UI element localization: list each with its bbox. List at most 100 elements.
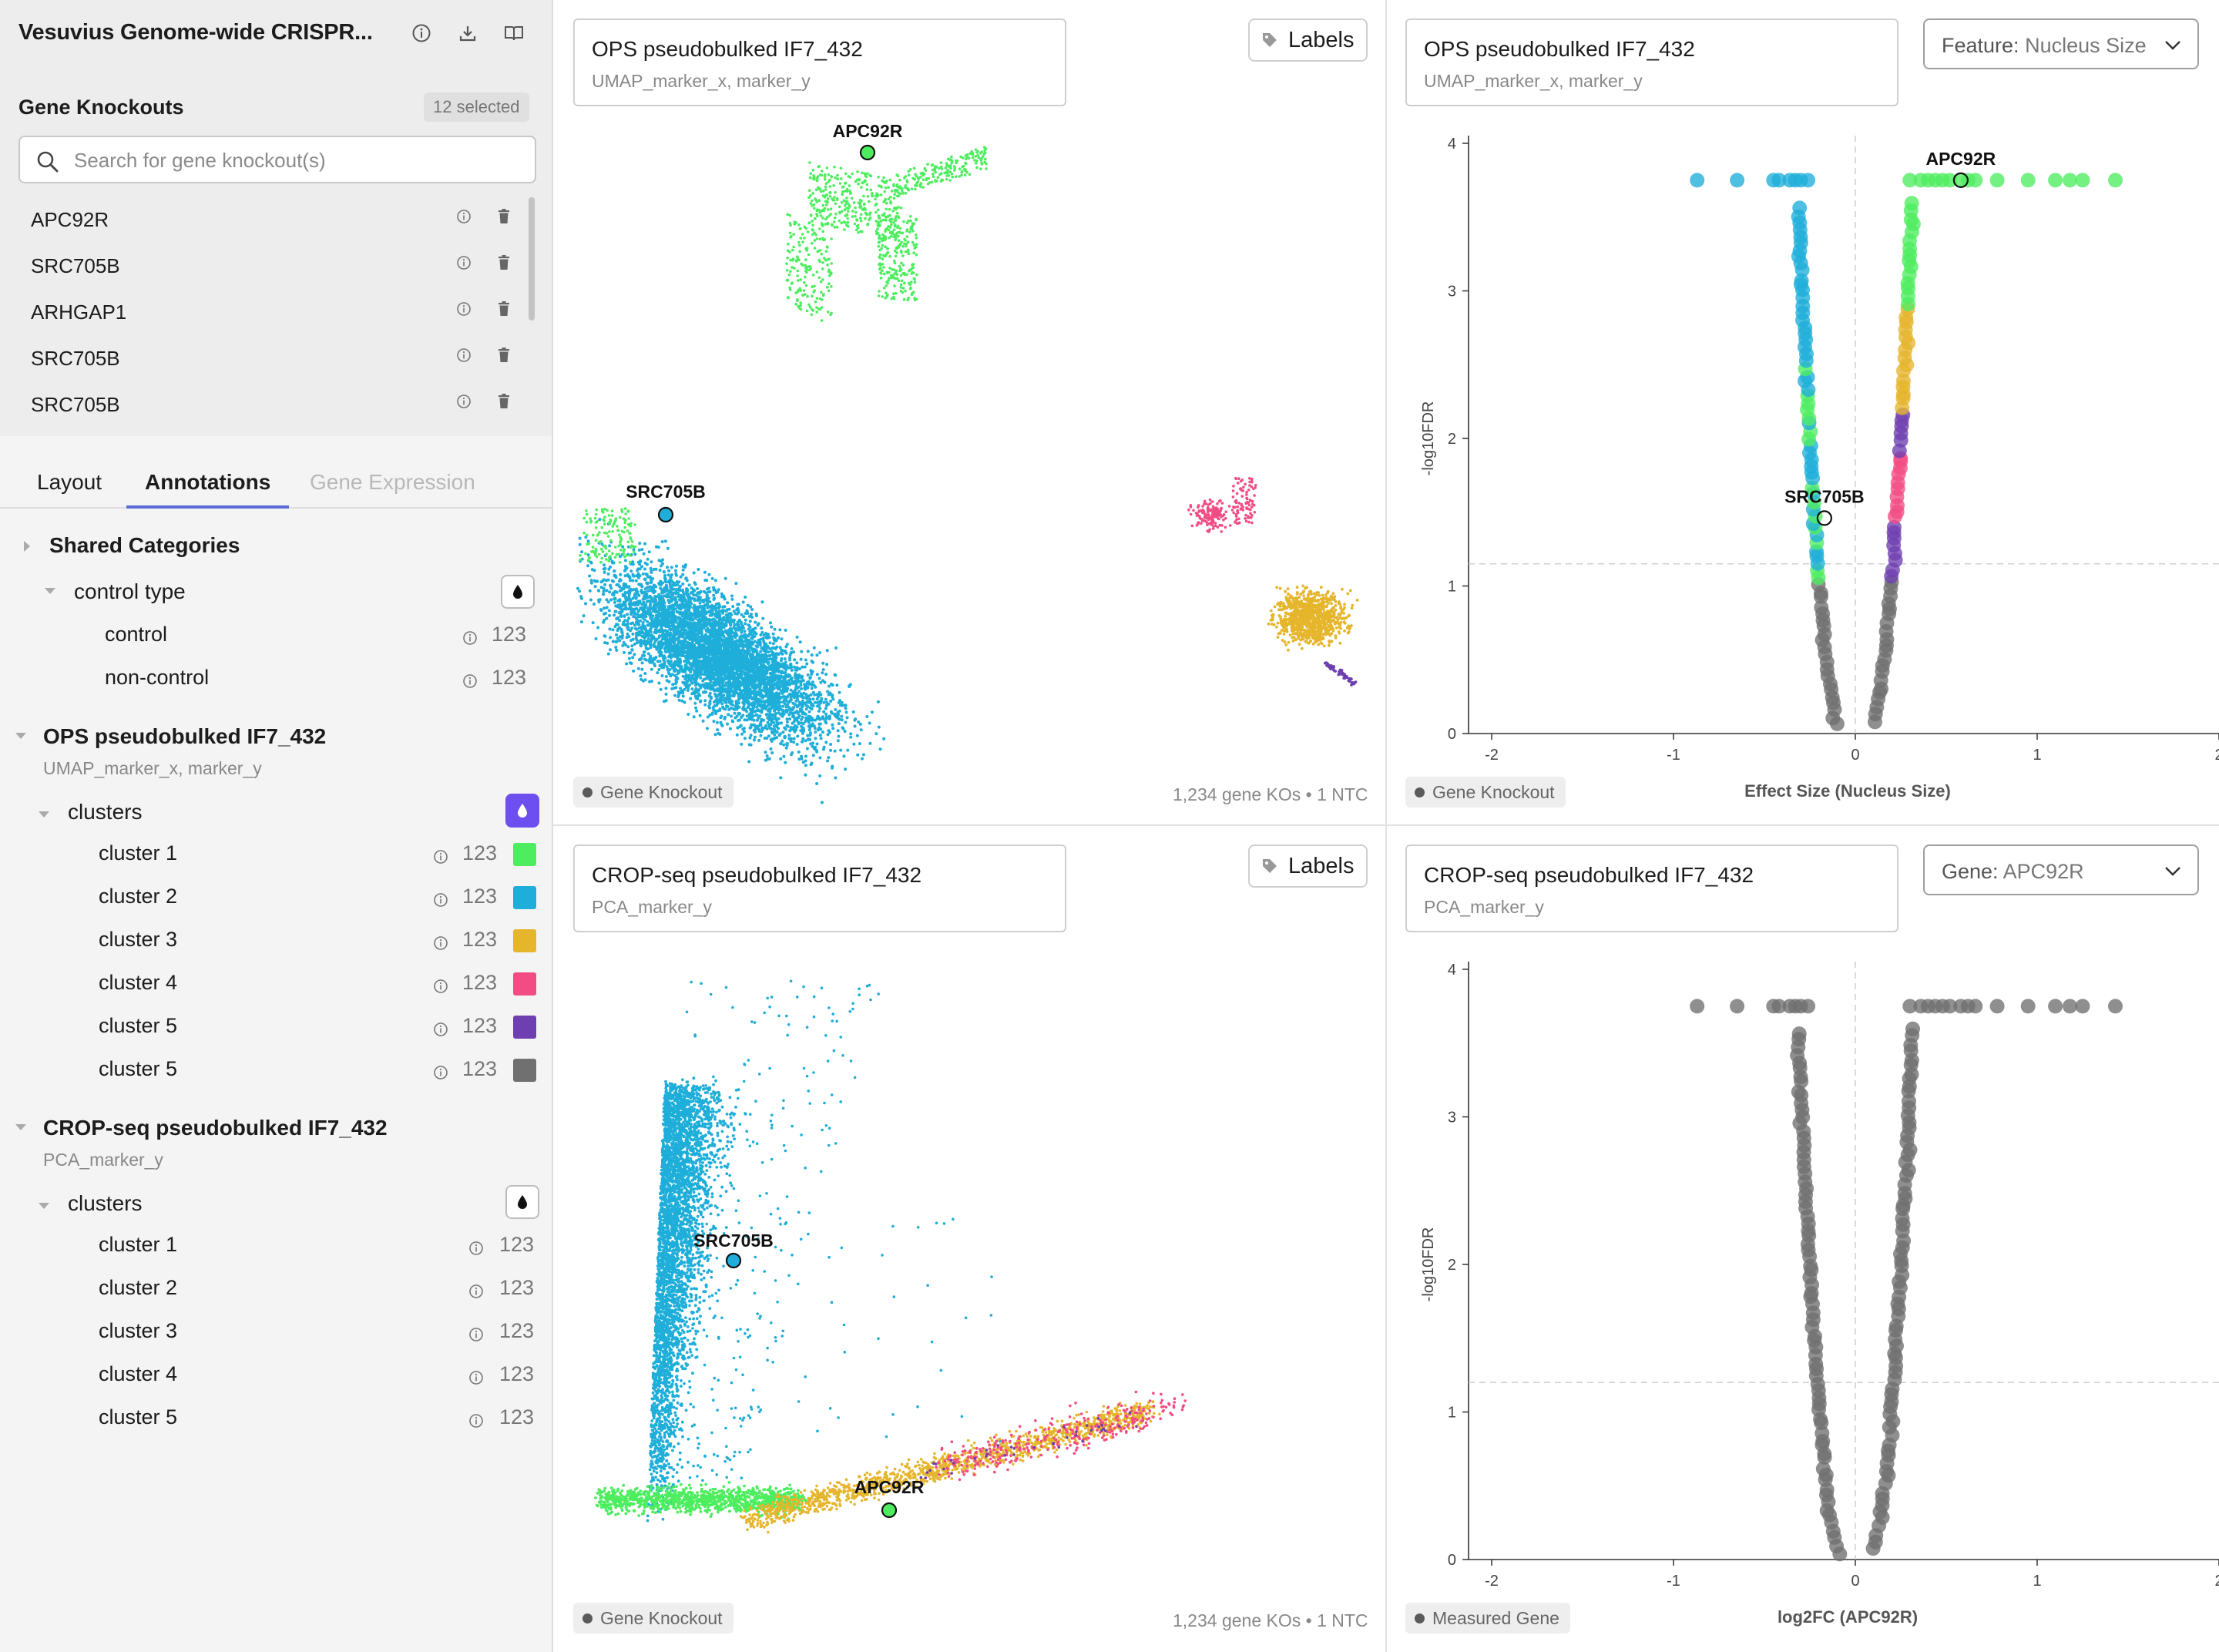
scatter-point xyxy=(900,279,904,283)
info-icon[interactable] xyxy=(433,932,448,956)
info-icon[interactable] xyxy=(456,255,472,274)
search-input[interactable] xyxy=(74,145,521,176)
info-icon[interactable] xyxy=(410,22,433,45)
scatter-point xyxy=(799,683,803,687)
category-row[interactable]: cluster 4 123 xyxy=(0,1362,552,1393)
info-icon[interactable] xyxy=(468,1324,484,1348)
category-label: cluster 1 xyxy=(99,1233,178,1256)
crop-dataset-title[interactable]: CROP-seq pseudobulked IF7_432 xyxy=(43,1116,388,1140)
info-icon[interactable] xyxy=(433,975,448,999)
category-row[interactable]: cluster 5 123 xyxy=(0,1405,552,1436)
knockout-item[interactable]: ARHGAP1 xyxy=(18,288,527,333)
scatter-point xyxy=(752,680,756,684)
knockout-item[interactable]: APC92R xyxy=(18,196,527,240)
category-row[interactable]: cluster 3 123 xyxy=(0,1319,552,1350)
category-count: 123 xyxy=(462,841,498,865)
scatter-point xyxy=(815,176,819,180)
scatter-point xyxy=(716,728,720,732)
category-row[interactable]: cluster 4 123 xyxy=(0,971,552,1002)
category-row[interactable]: cluster 2 123 xyxy=(0,885,552,915)
scatter-point xyxy=(821,267,824,270)
trash-icon[interactable] xyxy=(496,301,512,321)
info-icon[interactable] xyxy=(456,394,472,413)
category-row[interactable]: cluster 5 123 xyxy=(0,1057,552,1088)
info-icon[interactable] xyxy=(456,348,472,367)
info-icon[interactable] xyxy=(433,846,448,870)
tab-layout[interactable]: Layout xyxy=(37,470,102,494)
scatter-point xyxy=(802,280,806,284)
knockout-item[interactable]: SRC705B xyxy=(18,334,527,379)
caret-down-icon[interactable] xyxy=(14,730,28,745)
caret-down-icon[interactable] xyxy=(43,586,57,600)
ops-clusters-label[interactable]: clusters xyxy=(68,800,143,824)
scatter-point xyxy=(955,175,958,178)
category-row[interactable]: non-control 123 xyxy=(0,666,552,697)
scatter-point xyxy=(815,311,818,314)
color-swatch[interactable] xyxy=(513,1059,536,1082)
info-icon[interactable] xyxy=(462,627,478,651)
book-icon[interactable] xyxy=(502,22,525,45)
category-row[interactable]: cluster 1 123 xyxy=(0,1233,552,1264)
knockout-search[interactable] xyxy=(18,136,536,183)
trash-icon[interactable] xyxy=(496,254,512,275)
scatter-point xyxy=(796,269,799,273)
knockout-item[interactable]: SRC705B xyxy=(18,242,527,287)
ops-dataset-title[interactable]: OPS pseudobulked IF7_432 xyxy=(43,724,327,748)
info-icon[interactable] xyxy=(468,1367,484,1391)
caret-down-icon[interactable] xyxy=(14,1122,28,1137)
info-icon[interactable] xyxy=(433,889,448,913)
ops-umap-panel: APC92R SRC705B OPS pseudobulked IF7_432 U… xyxy=(555,0,1385,824)
tab-annotations[interactable]: Annotations xyxy=(126,470,290,509)
info-icon[interactable] xyxy=(468,1237,484,1261)
scatter-point xyxy=(720,592,723,596)
info-icon[interactable] xyxy=(433,1062,448,1086)
scatter-point xyxy=(660,663,664,667)
scrollbar[interactable] xyxy=(529,197,535,321)
category-row[interactable]: control 123 xyxy=(0,623,552,653)
scatter-point xyxy=(811,741,815,745)
category-row[interactable]: cluster 5 123 xyxy=(0,1014,552,1045)
category-row[interactable]: cluster 1 123 xyxy=(0,841,552,872)
category-row[interactable]: cluster 2 123 xyxy=(0,1276,552,1307)
color-swatch[interactable] xyxy=(513,929,536,952)
info-icon[interactable] xyxy=(433,1019,448,1043)
info-icon[interactable] xyxy=(456,209,472,228)
category-row[interactable]: cluster 3 123 xyxy=(0,928,552,959)
trash-icon[interactable] xyxy=(496,347,512,368)
scatter-point xyxy=(666,650,670,653)
info-icon[interactable] xyxy=(468,1281,484,1304)
scatter-point xyxy=(858,178,861,181)
caret-down-icon[interactable] xyxy=(37,809,51,824)
shared-categories-title[interactable]: Shared Categories xyxy=(49,533,240,557)
scatter-point xyxy=(834,176,837,180)
scatter-point xyxy=(965,157,968,160)
scatter-point xyxy=(892,228,896,232)
scatter-point xyxy=(836,739,840,743)
info-icon[interactable] xyxy=(468,1410,484,1434)
scatter-point xyxy=(844,203,847,207)
color-drop-button[interactable] xyxy=(501,575,535,609)
info-icon[interactable] xyxy=(456,301,472,321)
scatter-point xyxy=(885,180,888,183)
color-swatch[interactable] xyxy=(513,843,536,866)
color-drop-button[interactable] xyxy=(505,794,539,828)
download-icon[interactable] xyxy=(456,22,479,45)
scatter-point xyxy=(773,709,777,713)
scatter-point xyxy=(606,572,610,576)
color-drop-button[interactable] xyxy=(505,1185,539,1219)
crop-clusters-label[interactable]: clusters xyxy=(68,1191,143,1215)
color-swatch[interactable] xyxy=(513,1016,536,1039)
color-swatch[interactable] xyxy=(513,886,536,909)
scatter-point xyxy=(848,204,851,208)
trash-icon[interactable] xyxy=(496,393,512,414)
trash-icon[interactable] xyxy=(496,208,512,229)
knockout-item[interactable]: SRC705B xyxy=(18,381,527,425)
scatter-point xyxy=(646,620,650,623)
caret-right-icon[interactable] xyxy=(22,539,32,557)
caret-down-icon[interactable] xyxy=(37,1200,51,1215)
info-icon[interactable] xyxy=(462,670,478,694)
color-swatch[interactable] xyxy=(513,972,536,996)
scatter-point xyxy=(843,208,847,212)
control-type-label[interactable]: control type xyxy=(74,579,186,603)
